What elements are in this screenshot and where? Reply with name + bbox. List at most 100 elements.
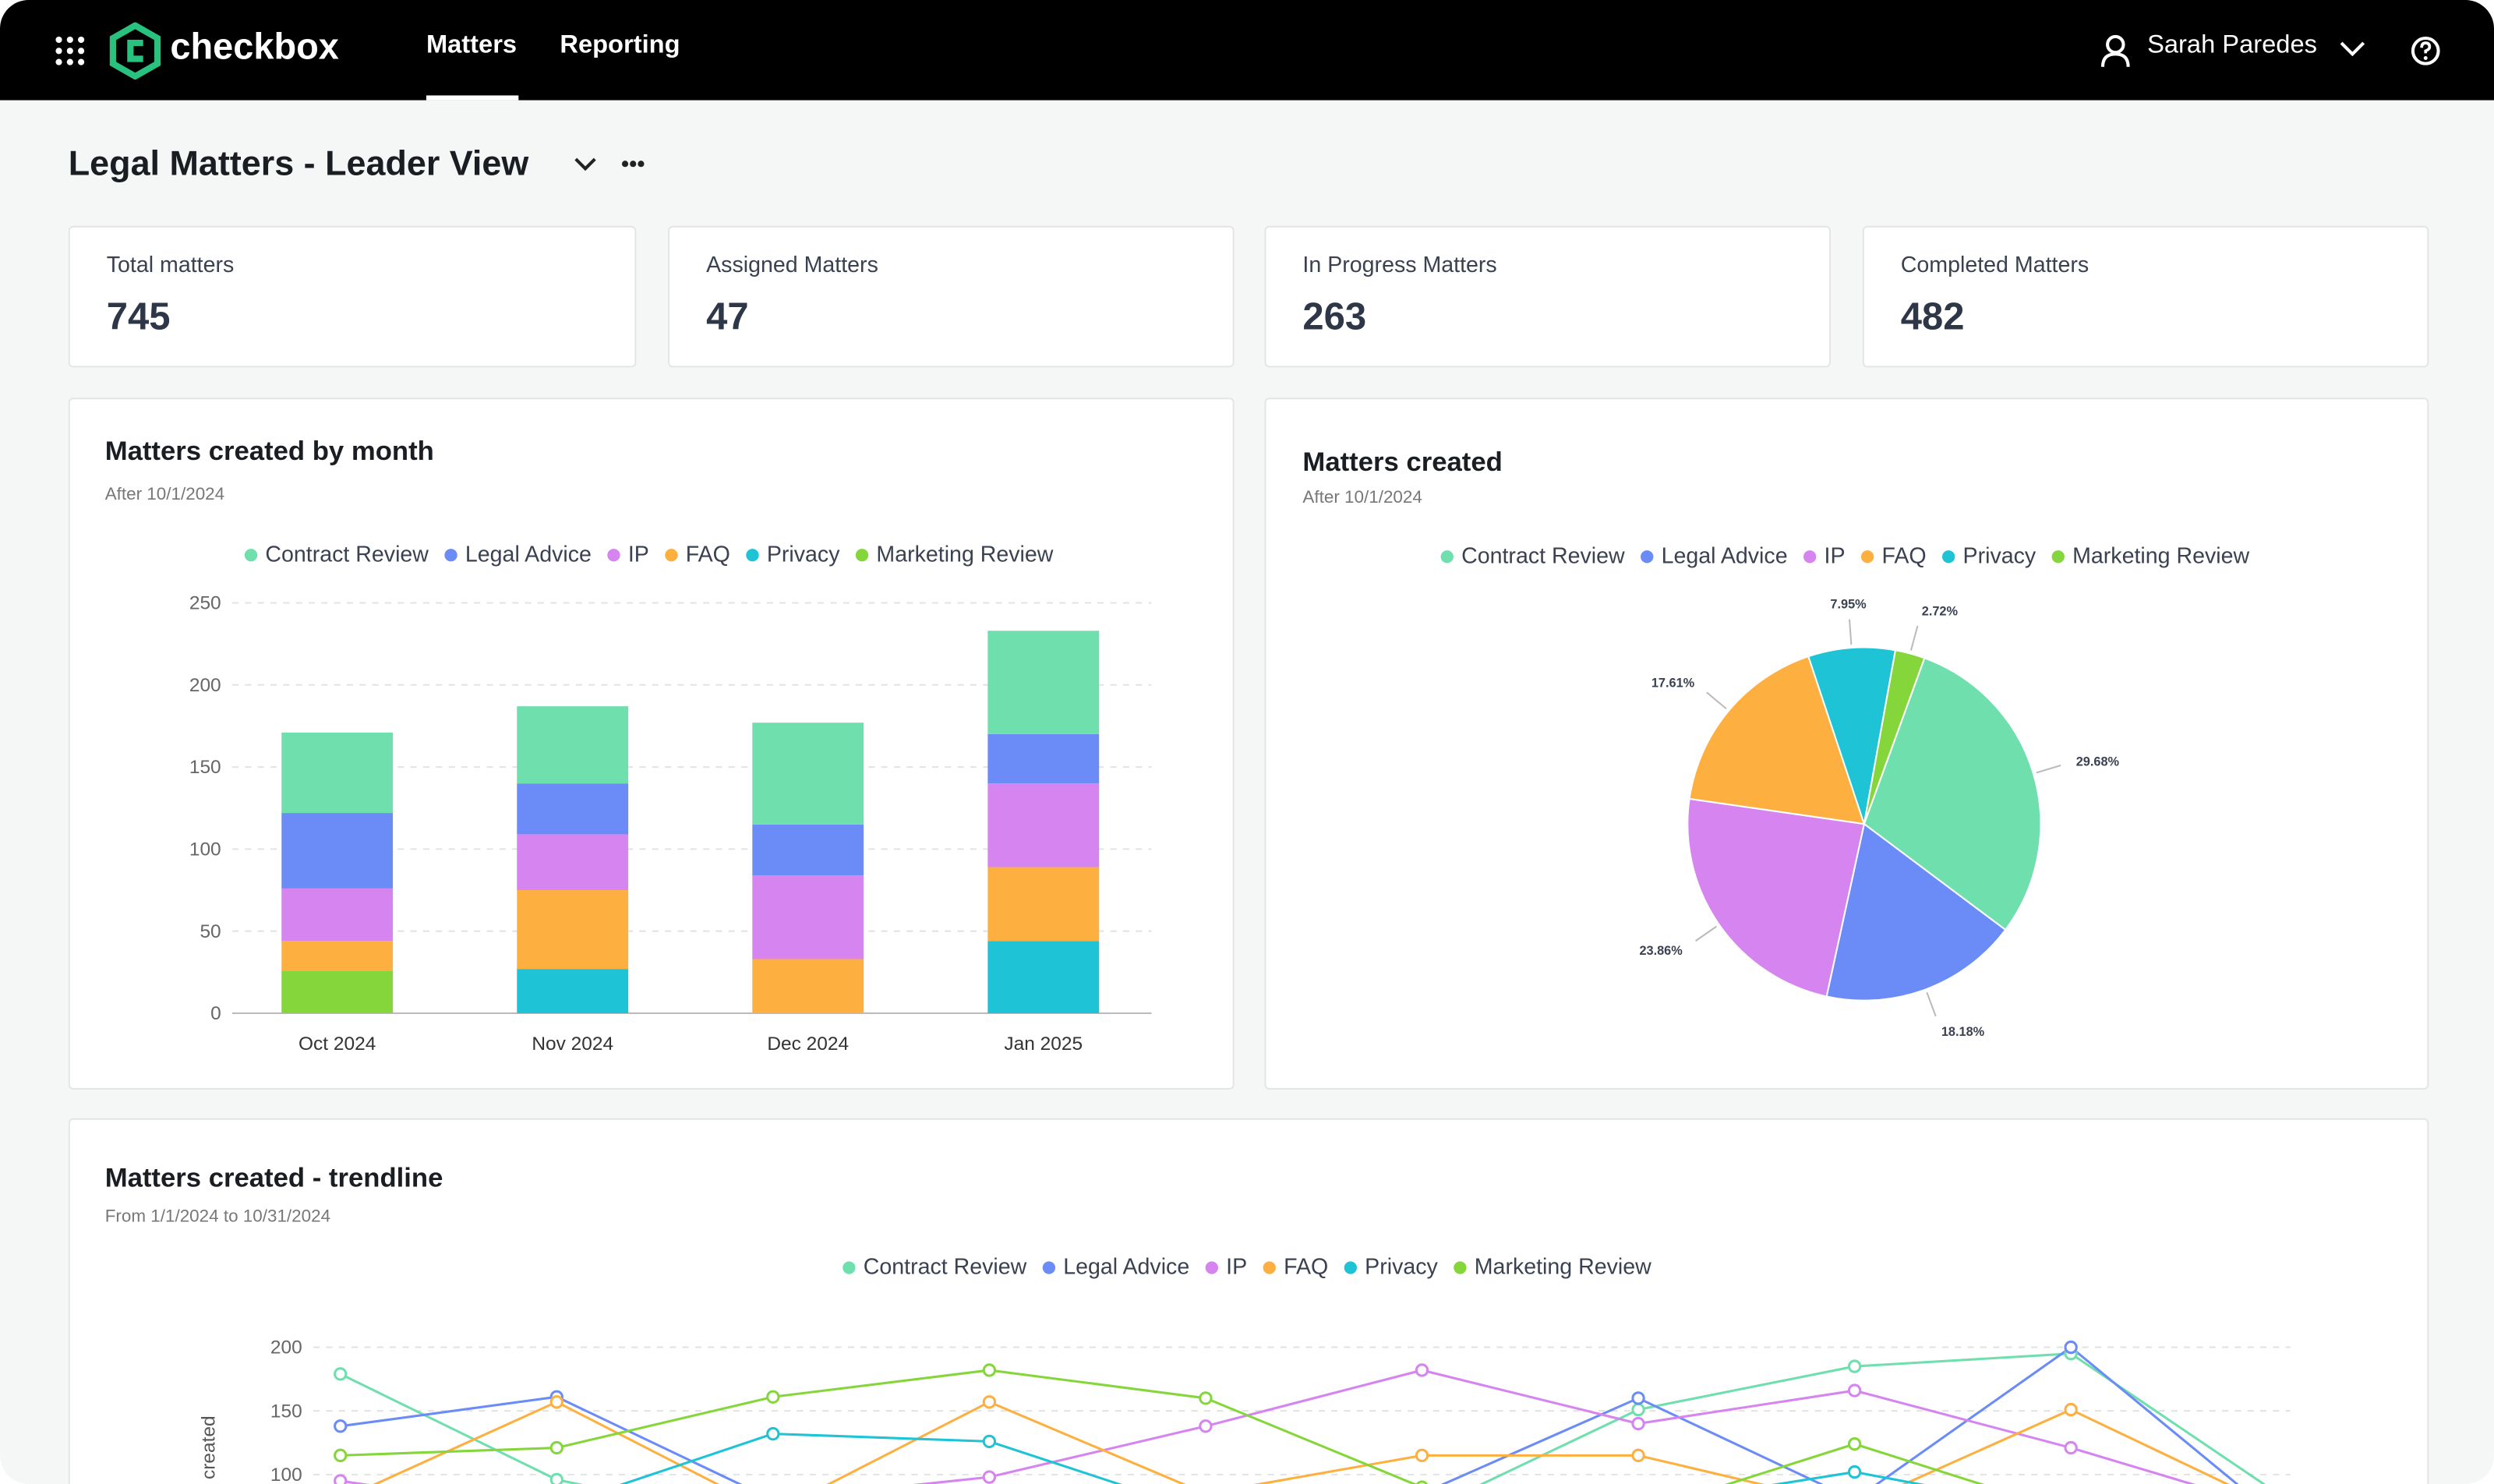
kpi-card: Completed Matters 482 [1862, 225, 2429, 368]
point [1847, 1436, 1862, 1451]
legend-swatch [746, 549, 759, 562]
legend-swatch [1205, 1261, 1218, 1274]
point [1847, 1383, 1862, 1397]
leader-line [1926, 991, 1937, 1017]
bar-segment [281, 813, 394, 889]
legend-swatch [1860, 550, 1874, 564]
y-tick-label: 100 [189, 839, 221, 860]
title-actions[interactable] [573, 153, 652, 178]
y-tick-label: 0 [210, 1003, 221, 1024]
pie-slice [1687, 797, 1866, 998]
kpi-value: 263 [1302, 295, 1367, 339]
point [1631, 1402, 1645, 1417]
y-tick-label: 200 [270, 1337, 302, 1359]
pie-slice [1688, 655, 1866, 825]
legend-label: Legal Advice [1662, 543, 1788, 568]
kpi-card: Assigned Matters 47 [668, 225, 1235, 368]
tab[interactable]: Reporting [560, 31, 680, 59]
leader-line [2036, 765, 2061, 774]
point [334, 1367, 348, 1381]
pie-slice [1807, 646, 1897, 825]
legend-swatch [1454, 1261, 1467, 1274]
point [549, 1395, 563, 1409]
legend-swatch [607, 549, 620, 562]
legend-label: IP [1825, 543, 1846, 568]
point [1415, 1480, 1429, 1484]
line [340, 1369, 2196, 1484]
legend-label: Legal Advice [1063, 1255, 1189, 1280]
point [1847, 1359, 1862, 1373]
legend-swatch [843, 1261, 856, 1274]
point [2064, 1402, 2078, 1417]
line [619, 1433, 1925, 1484]
chart-subtitle: From 1/1/2024 to 10/31/2024 [105, 1206, 330, 1225]
y-tick-label: 50 [200, 921, 221, 942]
kpi-label: In Progress Matters [1302, 251, 1497, 277]
legend-label: IP [1226, 1255, 1247, 1280]
legend-swatch [855, 549, 869, 562]
kpi-value: 47 [706, 295, 749, 339]
leader-line [1909, 625, 1919, 651]
legend-swatch [1263, 1261, 1276, 1274]
legend-label: Contract Review [864, 1255, 1027, 1280]
navbar: checkbox Matters Reporting Sarah Paredes [0, 0, 2494, 101]
user-name[interactable]: Sarah Paredes [2147, 31, 2317, 59]
point [1631, 1416, 1645, 1431]
point [982, 1395, 997, 1409]
bar-segment [752, 959, 864, 1014]
page-title: Legal Matters - Leader View [68, 143, 529, 183]
bar-segment [987, 631, 1100, 734]
point [334, 1474, 348, 1484]
bar-segment [281, 732, 394, 814]
help-icon[interactable] [2408, 34, 2443, 69]
bar-segment [281, 970, 394, 1014]
bar-segment [517, 783, 629, 835]
bar-segment [752, 824, 864, 876]
legend-label: Legal Advice [465, 542, 592, 567]
legend-label: Contract Review [1461, 543, 1625, 568]
apps-icon[interactable] [54, 35, 86, 67]
plot-area [334, 1340, 2266, 1484]
x-tick-label: Oct 2024 [299, 1034, 376, 1055]
tab[interactable]: Matters [426, 31, 518, 59]
kpi-card: Total matters 745 [68, 225, 637, 368]
legend-label: FAQ [1881, 543, 1926, 568]
legend-label: FAQ [1284, 1255, 1328, 1280]
leader-line [1706, 691, 1727, 710]
kpi-value: 745 [106, 295, 171, 339]
chart-subtitle: After 10/1/2024 [105, 484, 224, 504]
legend-swatch [1042, 1261, 1056, 1274]
bar-segment [752, 723, 864, 825]
y-tick-label: 250 [189, 593, 221, 614]
chart-title: Matters created by month [105, 436, 434, 466]
point [1847, 1465, 1862, 1479]
kpi-label: Total matters [106, 251, 235, 277]
legend-swatch [444, 549, 457, 562]
legend-swatch [1803, 550, 1817, 564]
legend: Contract Review Legal Advice IP FAQ Privacy M… [244, 542, 1054, 567]
bar-segment [517, 890, 629, 970]
leader-line [1848, 619, 1853, 645]
legend-swatch [1344, 1261, 1357, 1274]
slice-label: 2.72% [1922, 604, 1959, 618]
chart-title: Matters created - trendline [105, 1163, 443, 1192]
line [340, 1345, 2239, 1484]
chart-card [68, 1118, 2429, 1484]
kpi-value: 482 [1900, 295, 1965, 339]
point [766, 1426, 780, 1441]
legend: Contract Review Legal Advice IP FAQ Privacy M… [843, 1255, 1651, 1280]
brand[interactable]: checkbox [170, 25, 339, 67]
point [1415, 1363, 1429, 1377]
legend-label: Privacy [1963, 543, 2037, 568]
slice-label: 23.86% [1639, 944, 1683, 958]
legend-label: FAQ [686, 542, 730, 567]
line [340, 1369, 1985, 1484]
bar-segment [517, 969, 629, 1014]
point [1631, 1448, 1645, 1463]
x-tick-label: Nov 2024 [532, 1034, 613, 1055]
chevron[interactable] [2338, 40, 2367, 58]
legend-swatch [1440, 550, 1454, 564]
